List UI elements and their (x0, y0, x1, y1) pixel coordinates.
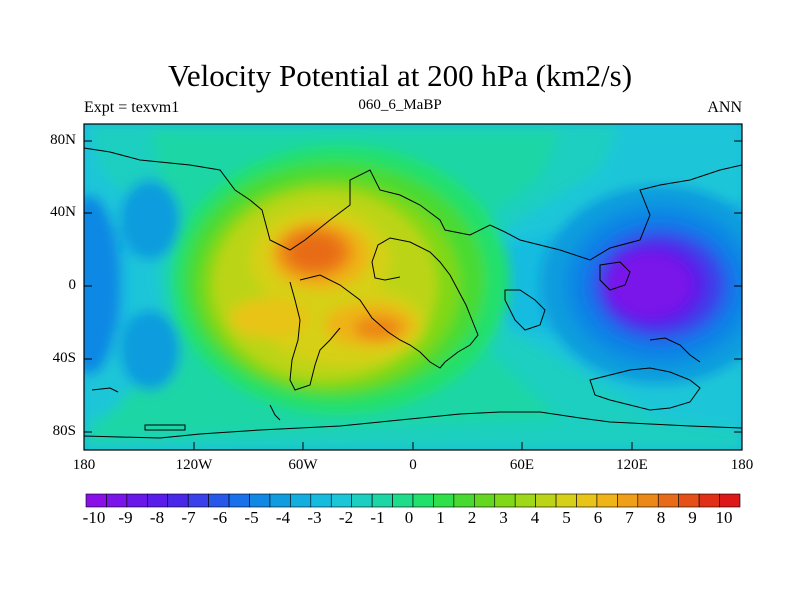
colorbar-box (126, 493, 148, 508)
lon-label: 60E (509, 457, 535, 473)
colorbar (85, 493, 741, 508)
colorbar-box (187, 493, 209, 508)
lat-label: 80S (52, 423, 76, 439)
lon-label: 180 (72, 457, 96, 473)
colorbar-box (617, 493, 639, 508)
colorbar-label: -7 (181, 508, 196, 527)
colorbar-box (514, 493, 536, 508)
colorbar-label: 5 (562, 508, 571, 527)
lon-label: 180 (730, 457, 754, 473)
axis-ticks (83, 140, 743, 450)
colorbar-box (657, 493, 679, 508)
colorbar-label: -8 (149, 508, 165, 527)
lat-label: 80N (50, 132, 76, 148)
colorbar-box (167, 493, 189, 508)
colorbar-box (310, 493, 332, 508)
colorbar-label: -10 (82, 508, 106, 527)
colorbar-box (433, 493, 455, 508)
colorbar-box (392, 493, 414, 508)
colorbar-label: 9 (688, 508, 697, 527)
colorbar-label: -2 (338, 508, 354, 527)
colorbar-box (678, 493, 700, 508)
colorbar-box (412, 493, 434, 508)
colorbar-label: 8 (656, 508, 666, 527)
colorbar-box (494, 493, 516, 508)
lat-label: 0 (68, 277, 77, 293)
lat-label: 40S (52, 350, 76, 366)
experiment-label: Expt = texvm1 (84, 99, 180, 116)
colorbar-label: 7 (625, 508, 634, 527)
colorbar-label: 6 (593, 508, 603, 527)
colorbar-box (269, 493, 291, 508)
colorbar-box (290, 493, 312, 508)
lon-label: 120E (616, 457, 648, 473)
colorbar-box (249, 493, 271, 508)
colorbar-label: 2 (467, 508, 477, 527)
colorbar-box (637, 493, 659, 508)
colorbar-label: -3 (307, 508, 322, 527)
lon-label: 120W (175, 457, 213, 473)
colorbar-box (596, 493, 618, 508)
contour-field (84, 124, 742, 450)
lat-label: 40N (50, 204, 76, 220)
case-label: 060_6_MaBP (358, 97, 442, 113)
colorbar-label: -5 (244, 508, 259, 527)
colorbar-box (351, 493, 373, 508)
colorbar-label: -1 (370, 508, 385, 527)
chart-title: Velocity Potential at 200 hPa (km2/s) (167, 58, 633, 93)
colorbar-label: 1 (436, 508, 445, 527)
colorbar-box (371, 493, 393, 508)
colorbar-box (535, 493, 557, 508)
colorbar-box (719, 493, 741, 508)
colorbar-box (147, 493, 169, 508)
colorbar-box (474, 493, 496, 508)
colorbar-box (555, 493, 577, 508)
colorbar-label: -6 (212, 508, 228, 527)
colorbar-box (106, 493, 128, 508)
colorbar-box (228, 493, 250, 508)
colorbar-box (330, 493, 352, 508)
colorbar-box (85, 493, 107, 508)
colorbar-label: -9 (118, 508, 133, 527)
colorbar-box (453, 493, 475, 508)
colorbar-box (576, 493, 598, 508)
colorbar-label: 4 (530, 508, 540, 527)
colorbar-label: 10 (715, 508, 733, 527)
season-label: ANN (707, 99, 742, 116)
colorbar-box (698, 493, 720, 508)
lon-label: 60W (288, 457, 318, 473)
colorbar-label: 0 (404, 508, 414, 527)
lon-label: 0 (409, 457, 417, 473)
colorbar-box (208, 493, 230, 508)
colorbar-labels: -10 -9 -8 -7 -6 -5 -4 -3 -2 -1 0 1 2 3 4 5 6 7 8 9 10 (0, 508, 800, 532)
colorbar-label: -4 (275, 508, 291, 527)
colorbar-label: 3 (499, 508, 508, 527)
coastlines (84, 147, 742, 439)
